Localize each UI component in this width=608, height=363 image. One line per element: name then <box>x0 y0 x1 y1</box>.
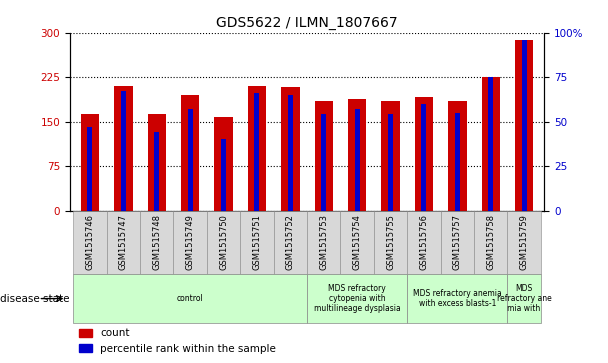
Text: GSM1515753: GSM1515753 <box>319 214 328 270</box>
Bar <box>254 93 260 211</box>
Bar <box>288 95 293 211</box>
Bar <box>455 113 460 211</box>
Text: MDS
refractory ane
mia with: MDS refractory ane mia with <box>497 284 551 314</box>
Bar <box>482 77 500 211</box>
Text: GSM1515749: GSM1515749 <box>185 215 195 270</box>
Bar <box>221 139 226 211</box>
Text: GSM1515750: GSM1515750 <box>219 215 228 270</box>
Bar <box>81 114 99 211</box>
Bar <box>248 86 266 211</box>
Bar <box>474 211 508 274</box>
Bar <box>421 104 426 211</box>
Text: GSM1515746: GSM1515746 <box>86 214 94 270</box>
Bar <box>114 86 133 211</box>
Text: MDS refractory
cytopenia with
multilineage dysplasia: MDS refractory cytopenia with multilinea… <box>314 284 401 314</box>
Bar <box>73 211 106 274</box>
Bar <box>321 114 326 211</box>
Bar <box>281 87 300 211</box>
Text: GSM1515748: GSM1515748 <box>152 214 161 270</box>
Bar <box>88 127 92 211</box>
Bar <box>407 211 441 274</box>
Bar <box>441 211 474 274</box>
Text: GSM1515755: GSM1515755 <box>386 215 395 270</box>
Bar <box>508 274 541 323</box>
Bar <box>188 109 193 211</box>
Bar <box>388 114 393 211</box>
Text: GSM1515747: GSM1515747 <box>119 214 128 270</box>
Text: GSM1515759: GSM1515759 <box>520 215 528 270</box>
Bar <box>148 114 166 211</box>
Bar <box>515 40 533 211</box>
Bar <box>154 132 159 211</box>
Bar <box>121 91 126 211</box>
Title: GDS5622 / ILMN_1807667: GDS5622 / ILMN_1807667 <box>216 16 398 30</box>
Bar <box>407 274 508 323</box>
Text: GSM1515754: GSM1515754 <box>353 215 362 270</box>
Bar <box>140 211 173 274</box>
Bar <box>173 211 207 274</box>
Text: GSM1515751: GSM1515751 <box>252 215 261 270</box>
Bar <box>488 77 493 211</box>
Bar <box>314 101 333 211</box>
Bar <box>522 40 527 211</box>
Bar <box>448 101 466 211</box>
Bar <box>381 101 399 211</box>
Legend: count, percentile rank within the sample: count, percentile rank within the sample <box>75 324 280 358</box>
Bar <box>340 211 374 274</box>
Bar <box>374 211 407 274</box>
Text: MDS refractory anemia
with excess blasts-1: MDS refractory anemia with excess blasts… <box>413 289 502 308</box>
Bar <box>240 211 274 274</box>
Bar <box>354 109 360 211</box>
Text: control: control <box>177 294 204 303</box>
Text: disease state: disease state <box>0 294 69 303</box>
Bar <box>181 95 199 211</box>
Bar <box>508 211 541 274</box>
Text: GSM1515758: GSM1515758 <box>486 214 496 270</box>
Bar <box>274 211 307 274</box>
Text: GSM1515757: GSM1515757 <box>453 214 462 270</box>
Text: GSM1515752: GSM1515752 <box>286 215 295 270</box>
Bar <box>207 211 240 274</box>
Bar <box>307 274 407 323</box>
Bar <box>348 99 367 211</box>
Text: GSM1515756: GSM1515756 <box>420 214 429 270</box>
Bar <box>307 211 340 274</box>
Bar <box>215 118 233 211</box>
Bar <box>73 274 307 323</box>
Bar <box>415 97 433 211</box>
Bar <box>106 211 140 274</box>
